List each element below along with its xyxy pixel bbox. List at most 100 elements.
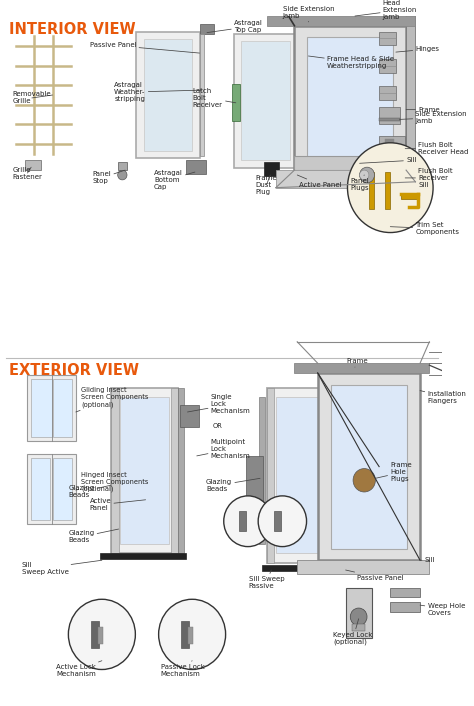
Bar	[276, 170, 415, 188]
Bar	[264, 162, 279, 176]
Text: EXTERIOR VIEW: EXTERIOR VIEW	[9, 363, 139, 378]
Text: Active
Panel: Active Panel	[90, 498, 146, 511]
Text: Passive Panel: Passive Panel	[346, 570, 403, 581]
Bar	[241, 42, 290, 160]
Text: Sill
Sweep Active: Sill Sweep Active	[21, 561, 102, 575]
Bar	[385, 139, 394, 150]
Text: Gliding Insect
Screen Components
(optional): Gliding Insect Screen Components (option…	[76, 387, 149, 412]
Circle shape	[347, 143, 433, 232]
Bar	[379, 107, 400, 124]
Circle shape	[360, 170, 369, 180]
Bar	[318, 373, 420, 561]
Bar	[259, 397, 264, 544]
Bar	[181, 621, 189, 648]
Bar	[27, 375, 76, 441]
Bar	[31, 458, 50, 520]
Bar	[379, 86, 396, 100]
Text: Sill: Sill	[420, 557, 435, 563]
Text: Passive Panel: Passive Panel	[90, 42, 200, 53]
Bar	[144, 40, 192, 150]
Bar	[31, 379, 52, 437]
Bar	[276, 397, 337, 554]
Bar	[180, 405, 199, 426]
Bar	[54, 379, 72, 437]
Text: Frame Head & Side
Weatherstripping: Frame Head & Side Weatherstripping	[309, 56, 394, 69]
Text: Frame: Frame	[406, 107, 440, 113]
Bar	[274, 511, 282, 531]
Text: Active Panel: Active Panel	[297, 175, 342, 188]
Text: Grille
Fastener: Grille Fastener	[12, 167, 43, 179]
Text: Head
Extension
Jamb: Head Extension Jamb	[355, 0, 417, 20]
FancyBboxPatch shape	[25, 160, 41, 170]
Text: Trim Set
Components: Trim Set Components	[390, 222, 459, 235]
Text: Glazing
Beads: Glazing Beads	[206, 479, 260, 491]
Bar	[352, 623, 365, 631]
Bar	[308, 37, 393, 158]
Bar	[54, 458, 72, 520]
Bar	[100, 554, 186, 559]
Bar	[111, 388, 178, 554]
Bar	[137, 32, 200, 158]
Text: Active Lock
Mechanism: Active Lock Mechanism	[56, 661, 102, 677]
Text: Glazing
Beads: Glazing Beads	[68, 485, 111, 498]
Text: Sill Sweep
Passive: Sill Sweep Passive	[249, 570, 284, 590]
Bar	[369, 172, 374, 209]
Text: Hinged Insect
Screen Components
(optional): Hinged Insect Screen Components (optiona…	[76, 472, 149, 493]
Text: OR: OR	[212, 423, 222, 429]
Bar	[401, 194, 418, 199]
Bar	[390, 587, 420, 597]
Text: Removable
Grille: Removable Grille	[12, 92, 53, 104]
Bar	[262, 565, 350, 571]
Text: Astragal
Bottom
Cap: Astragal Bottom Cap	[154, 170, 195, 190]
Bar	[266, 388, 346, 563]
Text: Weep Hole
Covers: Weep Hole Covers	[420, 602, 465, 616]
FancyBboxPatch shape	[186, 160, 206, 174]
Circle shape	[353, 469, 375, 492]
Text: Glazing
Beads: Glazing Beads	[68, 529, 118, 544]
Text: Flush Bolt
Receiver Head: Flush Bolt Receiver Head	[405, 142, 469, 155]
Text: Astragal
Top Cap: Astragal Top Cap	[207, 20, 263, 33]
Bar	[294, 157, 406, 170]
Text: Passive Lock
Mechanism: Passive Lock Mechanism	[161, 661, 205, 677]
Bar	[266, 388, 274, 563]
Circle shape	[159, 599, 226, 669]
Text: Frame: Frame	[346, 358, 368, 367]
Bar	[390, 602, 420, 612]
Text: Side Extension
Jamb: Side Extension Jamb	[400, 111, 467, 124]
Text: Single
Lock
Mechanism: Single Lock Mechanism	[187, 394, 250, 414]
Bar	[379, 119, 400, 121]
Text: Hinges: Hinges	[396, 46, 439, 52]
Text: Panel
Plugs: Panel Plugs	[350, 175, 369, 191]
Text: Installation
Flangers: Installation Flangers	[420, 390, 466, 404]
Bar	[111, 388, 118, 554]
Circle shape	[68, 599, 136, 669]
Bar	[385, 172, 390, 209]
Bar	[379, 59, 396, 73]
Circle shape	[258, 496, 307, 546]
Bar	[346, 587, 372, 638]
Bar	[294, 25, 406, 170]
Bar	[98, 627, 103, 644]
Bar	[379, 136, 405, 153]
Bar	[379, 164, 405, 180]
Text: Multipoint
Lock
Mechanism: Multipoint Lock Mechanism	[197, 439, 250, 459]
Text: INTERIOR VIEW: INTERIOR VIEW	[9, 22, 136, 37]
Text: Flush Bolt
Receiver
Sill: Flush Bolt Receiver Sill	[405, 168, 453, 188]
Text: Astragal
Weather-
stripping: Astragal Weather- stripping	[114, 82, 201, 102]
Bar	[234, 34, 297, 168]
Bar	[118, 162, 127, 170]
Bar	[178, 388, 184, 554]
Bar	[201, 24, 213, 34]
Bar	[338, 388, 346, 563]
Text: Frame
Hole
Plugs: Frame Hole Plugs	[375, 462, 412, 482]
Bar	[266, 16, 415, 25]
Bar	[294, 363, 429, 373]
Circle shape	[118, 170, 127, 180]
Text: Latch
Bolt
Receiver: Latch Bolt Receiver	[193, 88, 236, 108]
Bar	[331, 385, 407, 549]
Bar	[238, 511, 246, 531]
Text: Sill: Sill	[360, 157, 417, 163]
Text: Side Extension
Jamb: Side Extension Jamb	[283, 6, 334, 22]
Bar	[232, 84, 239, 121]
Bar	[188, 627, 193, 644]
